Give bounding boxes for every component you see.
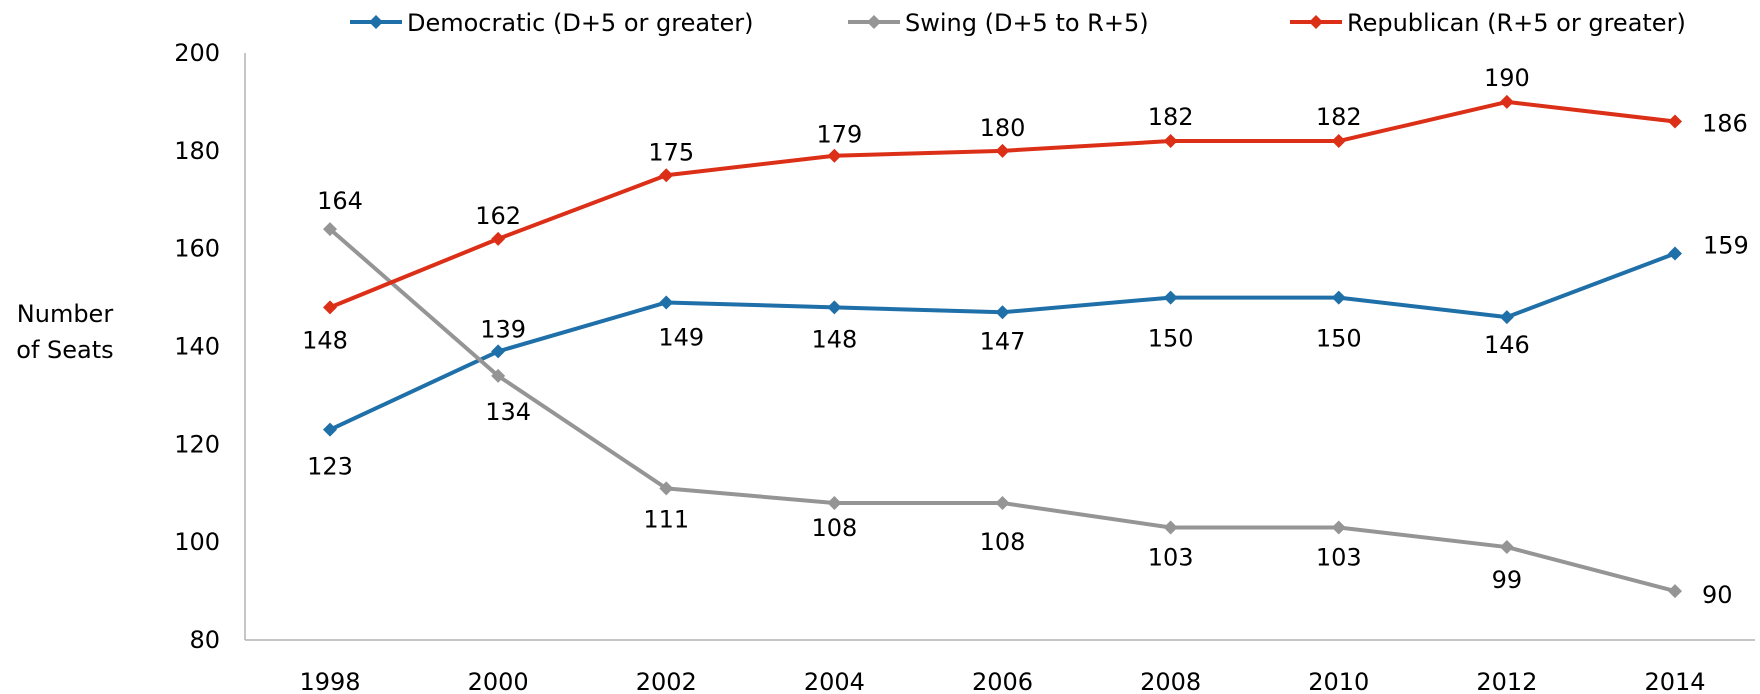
y-tick-label: 160 (174, 235, 220, 263)
series-1-point (1499, 540, 1514, 555)
data-label: 90 (1702, 581, 1733, 609)
data-label: 99 (1492, 566, 1523, 594)
legend: Democratic (D+5 or greater) Swing (D+5 to… (350, 9, 1686, 37)
y-tick-label: 200 (174, 39, 220, 67)
x-tick-label: 2012 (1476, 668, 1537, 694)
x-tick-label: 2006 (972, 668, 1033, 694)
y-tick-label: 100 (174, 528, 220, 556)
data-label: 139 (480, 315, 526, 343)
data-label: 179 (816, 121, 862, 149)
series-0-point (491, 344, 506, 359)
series-1-point (323, 222, 337, 237)
data-labels: 123 139 149 148 147 150 150 146 159 164 134 111 108 1… (302, 64, 1749, 609)
data-label: 150 (1316, 325, 1362, 353)
legend-label: Republican (R+5 or greater) (1347, 9, 1686, 37)
series-2-point (827, 148, 842, 163)
data-label: 186 (1702, 109, 1748, 137)
series-0-point (659, 295, 674, 310)
data-label: 148 (811, 325, 857, 353)
series-group (323, 94, 1682, 599)
y-axis-label-line-1: Number (17, 300, 114, 328)
data-label: 180 (980, 114, 1026, 142)
series-0-point (1499, 310, 1514, 325)
data-label: 149 (658, 323, 704, 351)
data-label: 123 (307, 453, 353, 481)
legend-label: Democratic (D+5 or greater) (407, 9, 753, 37)
y-tick-label: 80 (189, 626, 220, 654)
data-label: 162 (475, 202, 521, 230)
y-axis-label-line-2: of Seats (16, 336, 113, 364)
data-label: 190 (1484, 64, 1530, 92)
series-1-point (659, 481, 674, 496)
series-2-point (491, 231, 506, 246)
series-2-point (659, 168, 674, 183)
data-label: 108 (811, 514, 857, 542)
x-tick-label: 2010 (1308, 668, 1369, 694)
y-tick-label: 140 (174, 333, 220, 361)
series-0-point (1163, 290, 1178, 305)
series-2-point (995, 143, 1010, 158)
data-label: 182 (1316, 103, 1362, 131)
data-label: 150 (1148, 325, 1194, 353)
series-1-point (491, 368, 506, 383)
x-tick-label: 2014 (1644, 668, 1705, 694)
data-label: 164 (317, 187, 363, 215)
series-1-point (827, 496, 842, 511)
series-0-point (995, 305, 1010, 320)
series-2-point (1668, 114, 1682, 129)
x-tick-label: 2008 (1140, 668, 1201, 694)
axes: 80 100 120 140 160 180 200 1998 2000 2002 2004 2006… (174, 39, 1755, 694)
data-label: 159 (1703, 232, 1749, 260)
series-2-point (1499, 94, 1514, 109)
series-0-point (1331, 290, 1346, 305)
series-0-point (827, 300, 842, 315)
series-0-point (1668, 246, 1682, 261)
x-tick-label: 2002 (636, 668, 697, 694)
series-1-point (1668, 584, 1682, 599)
data-label: 103 (1316, 543, 1362, 571)
y-tick-label: 120 (174, 430, 220, 458)
data-label: 175 (648, 138, 694, 166)
data-label: 111 (643, 505, 689, 533)
x-tick-label: 1998 (299, 668, 360, 694)
x-tick-label: 2000 (468, 668, 529, 694)
series-2-point (1163, 134, 1178, 149)
data-label: 134 (485, 398, 531, 426)
x-tick-label: 2004 (804, 668, 865, 694)
series-2-point (323, 300, 337, 315)
data-label: 146 (1484, 331, 1530, 359)
series-2-point (1331, 134, 1346, 149)
series-1-point (1163, 520, 1178, 535)
data-label: 147 (980, 327, 1026, 355)
legend-marker (867, 15, 881, 29)
series-0-point (323, 422, 337, 437)
data-label: 103 (1148, 543, 1194, 571)
data-label: 108 (980, 528, 1026, 556)
legend-marker (369, 15, 383, 29)
legend-label: Swing (D+5 to R+5) (905, 9, 1149, 37)
data-label: 148 (302, 326, 348, 354)
y-tick-label: 180 (174, 137, 220, 165)
series-1-point (1331, 520, 1346, 535)
legend-marker (1309, 15, 1323, 29)
series-1-point (995, 496, 1010, 511)
data-label: 182 (1148, 103, 1194, 131)
